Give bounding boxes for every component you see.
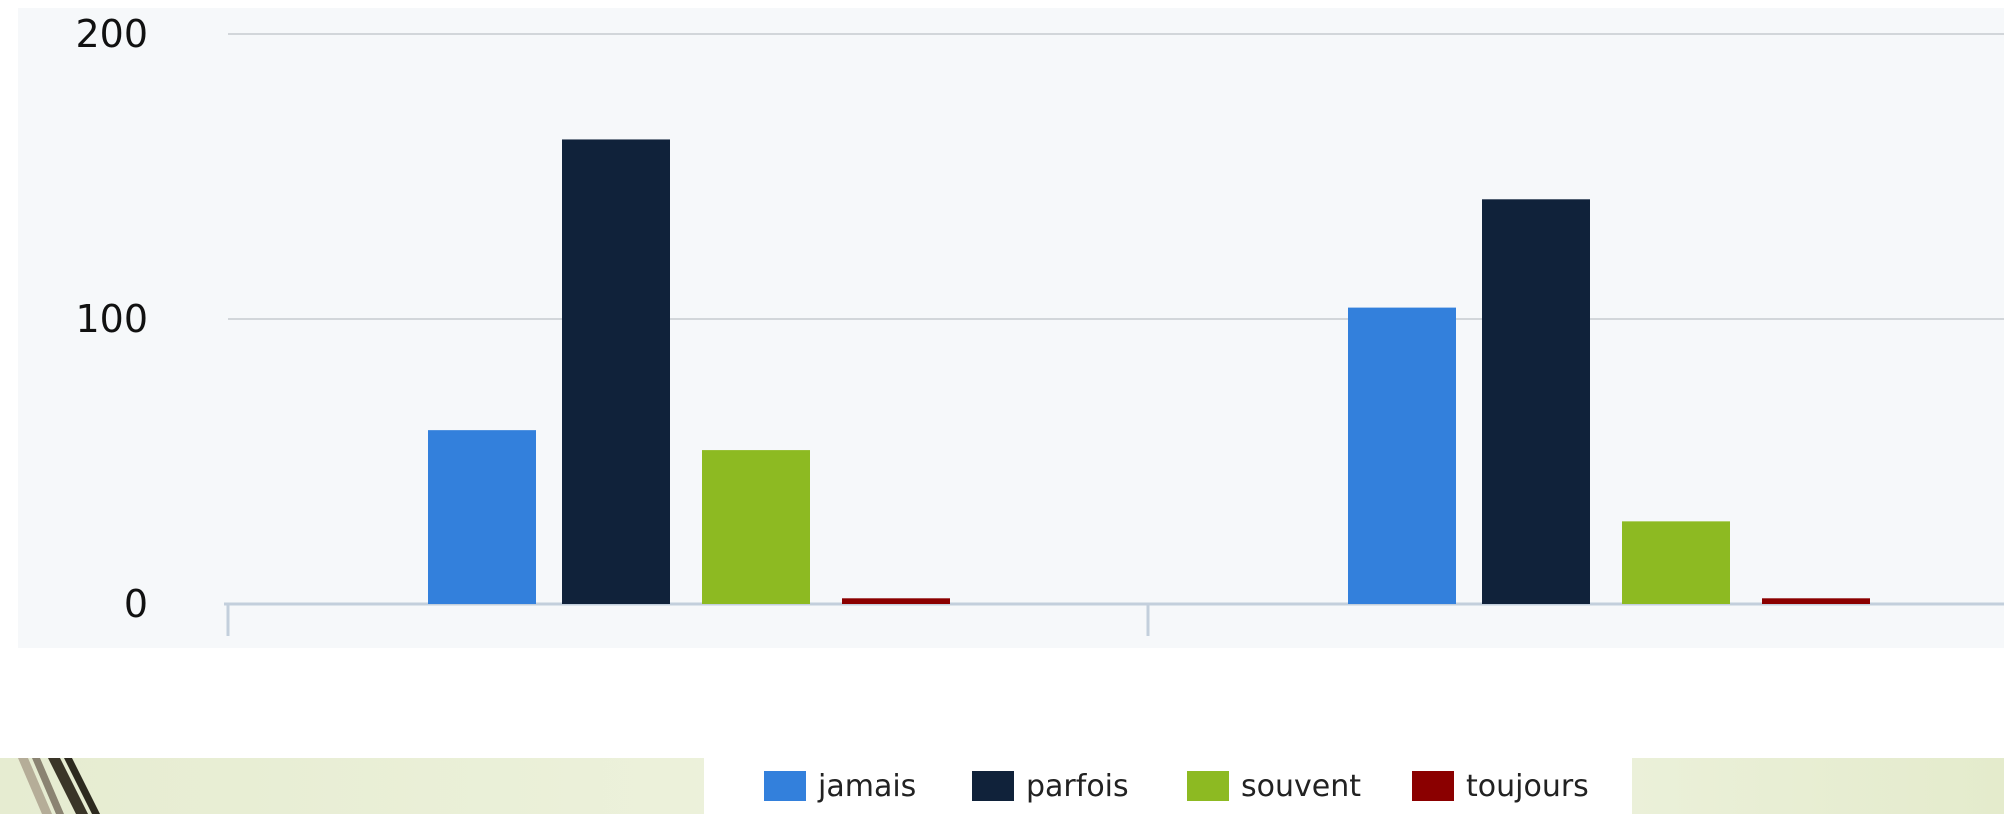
legend-label: parfois <box>1026 769 1129 804</box>
legend-item-souvent[interactable]: souvent <box>1187 758 1361 814</box>
legend-swatch <box>764 771 806 801</box>
bar-jamais <box>1348 308 1456 604</box>
legend-item-parfois[interactable]: parfois <box>972 758 1129 814</box>
legend-label: toujours <box>1466 769 1589 804</box>
legend: jamais parfois souvent toujours <box>704 758 1632 814</box>
bar-parfois <box>1482 199 1590 604</box>
legend-swatch <box>1187 771 1229 801</box>
legend-swatch <box>1412 771 1454 801</box>
legend-swatch <box>972 771 1014 801</box>
bar-toujours <box>1762 598 1870 604</box>
y-axis-tick-labels: 0 100 200 <box>75 12 148 626</box>
legend-item-toujours[interactable]: toujours <box>1412 758 1589 814</box>
x-axis <box>224 604 2004 636</box>
legend-label: jamais <box>818 769 916 804</box>
bars <box>428 139 1870 604</box>
bar-parfois <box>562 139 670 604</box>
bar-souvent <box>702 450 810 604</box>
bar-jamais <box>428 430 536 604</box>
y-tick-label: 200 <box>75 12 148 56</box>
gridlines <box>228 34 2004 319</box>
legend-item-jamais[interactable]: jamais <box>764 758 916 814</box>
y-tick-label: 100 <box>75 297 148 341</box>
y-tick-label: 0 <box>124 582 148 626</box>
bar-toujours <box>842 598 950 604</box>
bar-souvent <box>1622 521 1730 604</box>
decorative-stripes-icon <box>0 758 200 814</box>
legend-label: souvent <box>1241 769 1361 804</box>
